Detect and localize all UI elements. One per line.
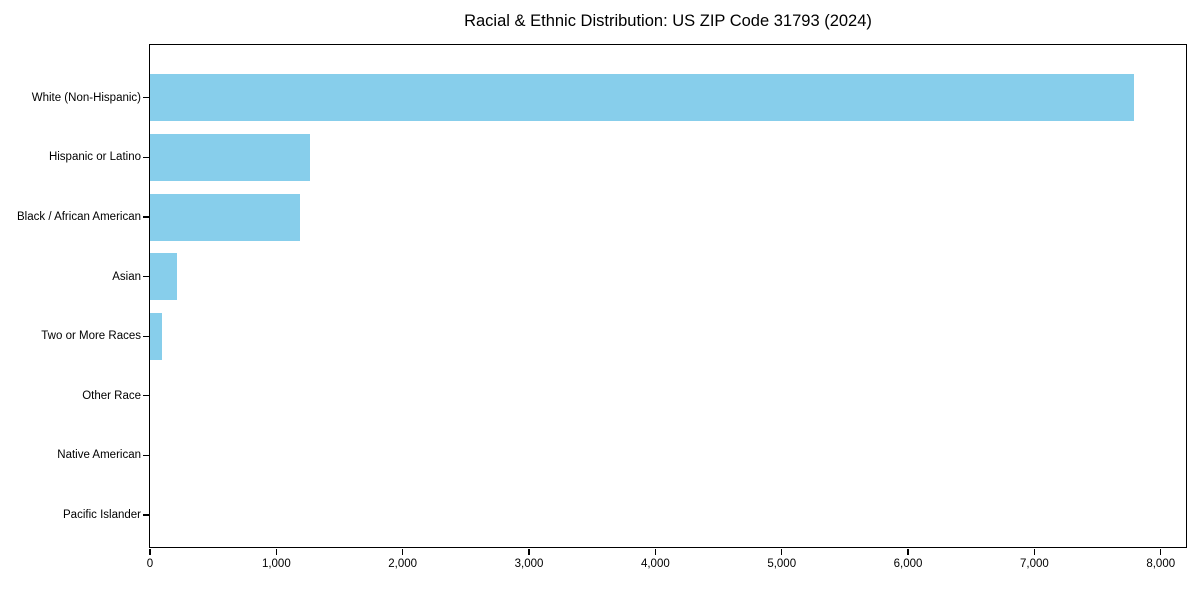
bar-1 <box>150 133 310 181</box>
x-tick-mark <box>1160 549 1162 555</box>
x-tick-label: 0 <box>146 558 154 570</box>
x-tick-label: 8,000 <box>1146 558 1176 570</box>
x-tick-label: 2,000 <box>388 558 418 570</box>
x-tick-label: 4,000 <box>640 558 670 570</box>
y-tick-mark <box>142 276 149 278</box>
y-tick-mark <box>142 97 149 99</box>
bar-2 <box>150 193 300 241</box>
bar-3 <box>150 253 178 301</box>
x-tick-label: 3,000 <box>514 558 544 570</box>
chart-title: Racial & Ethnic Distribution: US ZIP Cod… <box>464 12 872 30</box>
y-tick-label: Asian <box>112 270 141 283</box>
y-tick-mark <box>142 216 149 218</box>
y-tick-mark <box>142 335 149 337</box>
x-tick-mark <box>402 549 404 555</box>
y-tick-mark <box>142 514 149 516</box>
plot-area: White (Non-Hispanic) Hispanic or Latino Bl… <box>17 44 1187 570</box>
y-tick-label: White (Non-Hispanic) <box>31 91 141 104</box>
y-tick-label: Black / African American <box>17 211 141 223</box>
x-tick-mark <box>275 549 277 555</box>
x-tick-label: 7,000 <box>1019 558 1049 570</box>
x-tick-label: 6,000 <box>893 558 923 570</box>
bar-0 <box>150 74 1135 122</box>
x-tick-mark <box>149 549 151 555</box>
y-tick-label: Hispanic or Latino <box>48 151 141 164</box>
x-tick-mark <box>654 549 656 555</box>
x-tick-label: 5,000 <box>767 558 797 570</box>
x-tick-label: 1,000 <box>261 558 291 570</box>
y-tick-label: Other Race <box>82 389 141 402</box>
y-tick-label: Native American <box>57 449 141 462</box>
y-tick-mark <box>142 156 149 158</box>
x-tick-mark <box>1033 549 1035 555</box>
y-tick-label: Pacific Islander <box>63 509 141 521</box>
x-tick-mark <box>781 549 783 555</box>
bar-4 <box>150 312 162 360</box>
y-tick-label: Two or More Races <box>41 330 141 343</box>
x-tick-mark <box>528 549 530 555</box>
x-tick-mark <box>907 549 909 555</box>
y-tick-mark <box>142 395 149 397</box>
y-tick-mark <box>142 454 149 456</box>
